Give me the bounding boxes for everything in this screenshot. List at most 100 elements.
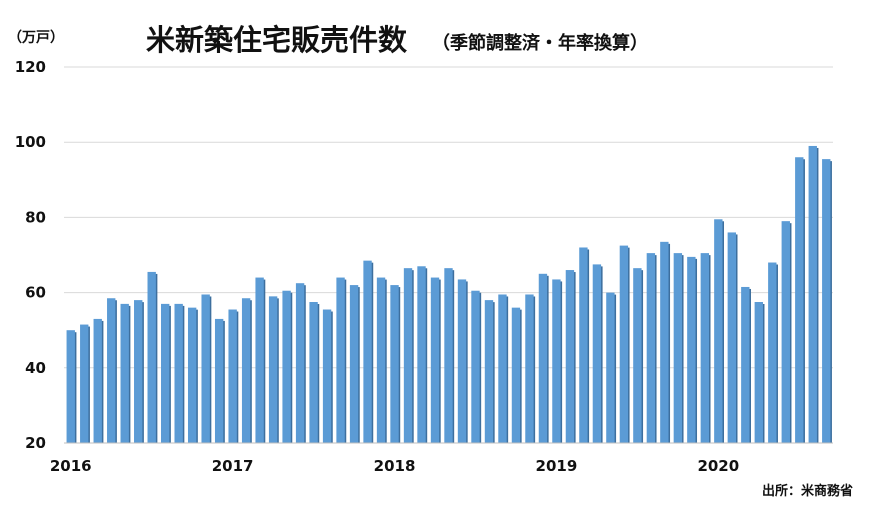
- bar: [417, 266, 428, 443]
- bar-fill: [120, 303, 129, 443]
- bar-shadow: [276, 298, 279, 443]
- bar-shadow: [452, 270, 455, 443]
- bar-shadow: [263, 279, 266, 443]
- bar: [700, 253, 711, 443]
- x-tick-label: 2017: [212, 457, 254, 475]
- bar-fill: [295, 283, 305, 443]
- bar-fill: [66, 330, 75, 443]
- bar-shadow: [438, 279, 441, 443]
- x-tick-label: 2019: [536, 457, 578, 475]
- bar: [471, 290, 482, 443]
- bar: [430, 277, 441, 443]
- bar-fill: [714, 219, 723, 443]
- bar-shadow: [802, 159, 805, 444]
- bar-fill: [147, 271, 156, 443]
- chart-subtitle: （季節調整済・年率換算）: [432, 32, 648, 54]
- bar-fill: [673, 253, 683, 443]
- bar-fill: [376, 277, 386, 443]
- bar-shadow: [573, 272, 576, 443]
- bar-fill: [700, 253, 710, 443]
- bar: [525, 294, 536, 443]
- bar-fill: [214, 318, 224, 443]
- bar-shadow: [560, 281, 563, 443]
- bar-shadow: [371, 262, 374, 443]
- bar-fill: [241, 298, 251, 443]
- bar-shadow: [479, 292, 482, 443]
- bar: [174, 303, 185, 443]
- bar: [376, 277, 387, 443]
- bar-shadow: [614, 294, 617, 443]
- bar: [134, 300, 144, 443]
- bar-fill: [282, 290, 291, 443]
- bar-shadow: [519, 309, 522, 443]
- bar-shadow: [533, 296, 536, 443]
- bar-fill: [565, 270, 575, 443]
- bar: [309, 302, 320, 443]
- bar-fill: [161, 303, 170, 443]
- bar-fill: [619, 245, 629, 443]
- bar-fill: [633, 268, 642, 443]
- bar: [255, 277, 266, 443]
- bar-fill: [579, 247, 588, 443]
- bar-fill: [822, 159, 831, 443]
- bar-fill: [795, 157, 804, 444]
- bar-shadow: [384, 279, 387, 443]
- bar-shadow: [290, 292, 293, 443]
- bar-fill: [430, 277, 440, 443]
- bar-fill: [134, 300, 143, 443]
- bar-fill: [660, 241, 669, 443]
- bar: [336, 277, 347, 443]
- bar: [187, 307, 198, 443]
- bar: [403, 268, 414, 443]
- bar: [363, 260, 374, 443]
- y-tick-label: 20: [25, 434, 46, 452]
- bar-fill: [309, 302, 318, 443]
- y-tick-label: 60: [25, 284, 46, 302]
- bar-shadow: [141, 302, 144, 443]
- bar-fill: [444, 268, 453, 443]
- bar: [781, 221, 792, 443]
- bar-fill: [201, 294, 210, 443]
- bar-shadow: [587, 249, 590, 443]
- axes: 20 40 60 80 100 120 2016 2017 2018 2019 2020: [15, 58, 833, 475]
- bar-fill: [592, 264, 602, 443]
- bar-shadow: [317, 304, 320, 443]
- bar: [201, 294, 212, 443]
- bar-shadow: [762, 304, 765, 443]
- bar: [741, 286, 751, 443]
- bar-shadow: [506, 296, 509, 443]
- bar-shadow: [829, 161, 832, 443]
- bar-shadow: [641, 270, 644, 443]
- bar-shadow: [87, 326, 90, 443]
- bar: [754, 302, 765, 443]
- bar: [282, 290, 293, 443]
- bar-shadow: [101, 320, 104, 443]
- bar-shadow: [398, 287, 401, 443]
- bar: [268, 296, 279, 443]
- bar: [349, 285, 360, 443]
- bar: [161, 303, 171, 443]
- bar: [646, 253, 657, 443]
- bar: [93, 318, 104, 443]
- bar-shadow: [492, 302, 495, 443]
- y-tick-label: 120: [15, 58, 46, 76]
- bar: [80, 324, 90, 443]
- bar: [107, 298, 117, 443]
- bar-shadow: [654, 255, 657, 443]
- bar-fill: [349, 285, 359, 443]
- bar: [592, 264, 603, 443]
- bar-shadow: [695, 258, 698, 443]
- bar-fill: [403, 268, 413, 443]
- bar-shadow: [249, 300, 252, 443]
- bar: [498, 294, 509, 443]
- bar-shadow: [775, 264, 778, 443]
- bar-fill: [80, 324, 89, 443]
- bar-shadow: [425, 268, 428, 443]
- bar-fill: [268, 296, 278, 443]
- bar-fill: [687, 256, 696, 443]
- bar-fill: [538, 273, 548, 443]
- bar-shadow: [74, 332, 77, 443]
- bar: [768, 262, 778, 443]
- bar: [727, 232, 738, 443]
